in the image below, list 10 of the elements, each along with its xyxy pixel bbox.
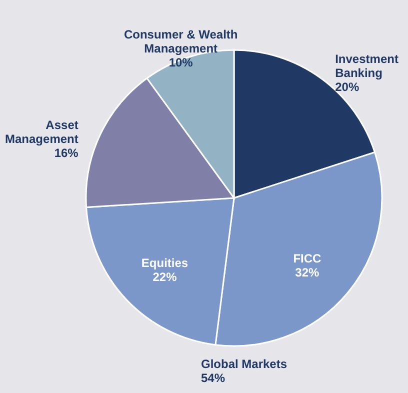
data-label: 16% (54, 146, 79, 160)
data-label: 32% (295, 266, 320, 280)
data-label: 20% (335, 80, 360, 94)
slice-label: Investment Banking (335, 52, 398, 80)
slice-label: Equities (141, 256, 188, 270)
slice-label: Consumer & Wealth Management (124, 27, 238, 56)
text: Global Markets 54% (201, 357, 288, 385)
data-label: 22% (152, 270, 178, 284)
slice-label: FICC (293, 252, 322, 266)
slice-label: Asset Management (5, 118, 78, 146)
